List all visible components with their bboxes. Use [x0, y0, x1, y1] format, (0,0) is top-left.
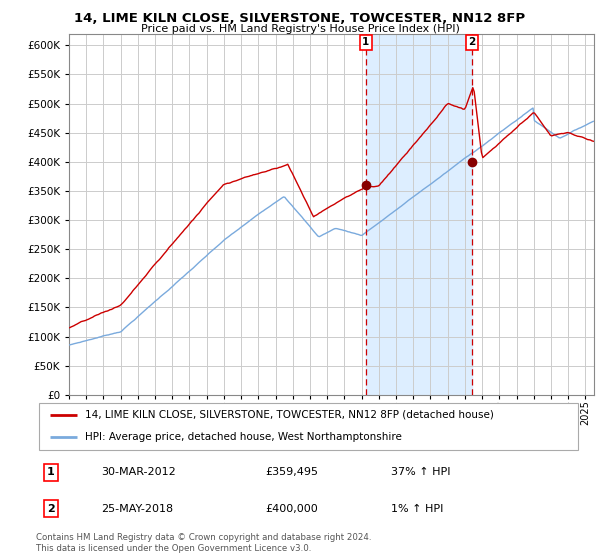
- Text: 14, LIME KILN CLOSE, SILVERSTONE, TOWCESTER, NN12 8FP (detached house): 14, LIME KILN CLOSE, SILVERSTONE, TOWCES…: [85, 410, 494, 420]
- Text: £359,495: £359,495: [265, 468, 319, 478]
- Text: HPI: Average price, detached house, West Northamptonshire: HPI: Average price, detached house, West…: [85, 432, 402, 442]
- Text: Contains HM Land Registry data © Crown copyright and database right 2024.
This d: Contains HM Land Registry data © Crown c…: [36, 533, 371, 553]
- FancyBboxPatch shape: [39, 403, 578, 450]
- Text: 1: 1: [47, 468, 55, 478]
- Bar: [366, 34, 472, 395]
- Text: 30-MAR-2012: 30-MAR-2012: [101, 468, 176, 478]
- Text: 2: 2: [47, 504, 55, 514]
- Text: 14, LIME KILN CLOSE, SILVERSTONE, TOWCESTER, NN12 8FP: 14, LIME KILN CLOSE, SILVERSTONE, TOWCES…: [74, 12, 526, 25]
- Text: Price paid vs. HM Land Registry's House Price Index (HPI): Price paid vs. HM Land Registry's House …: [140, 24, 460, 34]
- Text: 2: 2: [469, 37, 476, 47]
- Text: £400,000: £400,000: [265, 504, 318, 514]
- Text: 37% ↑ HPI: 37% ↑ HPI: [391, 468, 451, 478]
- Text: 1: 1: [362, 37, 370, 47]
- Text: 1% ↑ HPI: 1% ↑ HPI: [391, 504, 443, 514]
- Text: 25-MAY-2018: 25-MAY-2018: [101, 504, 173, 514]
